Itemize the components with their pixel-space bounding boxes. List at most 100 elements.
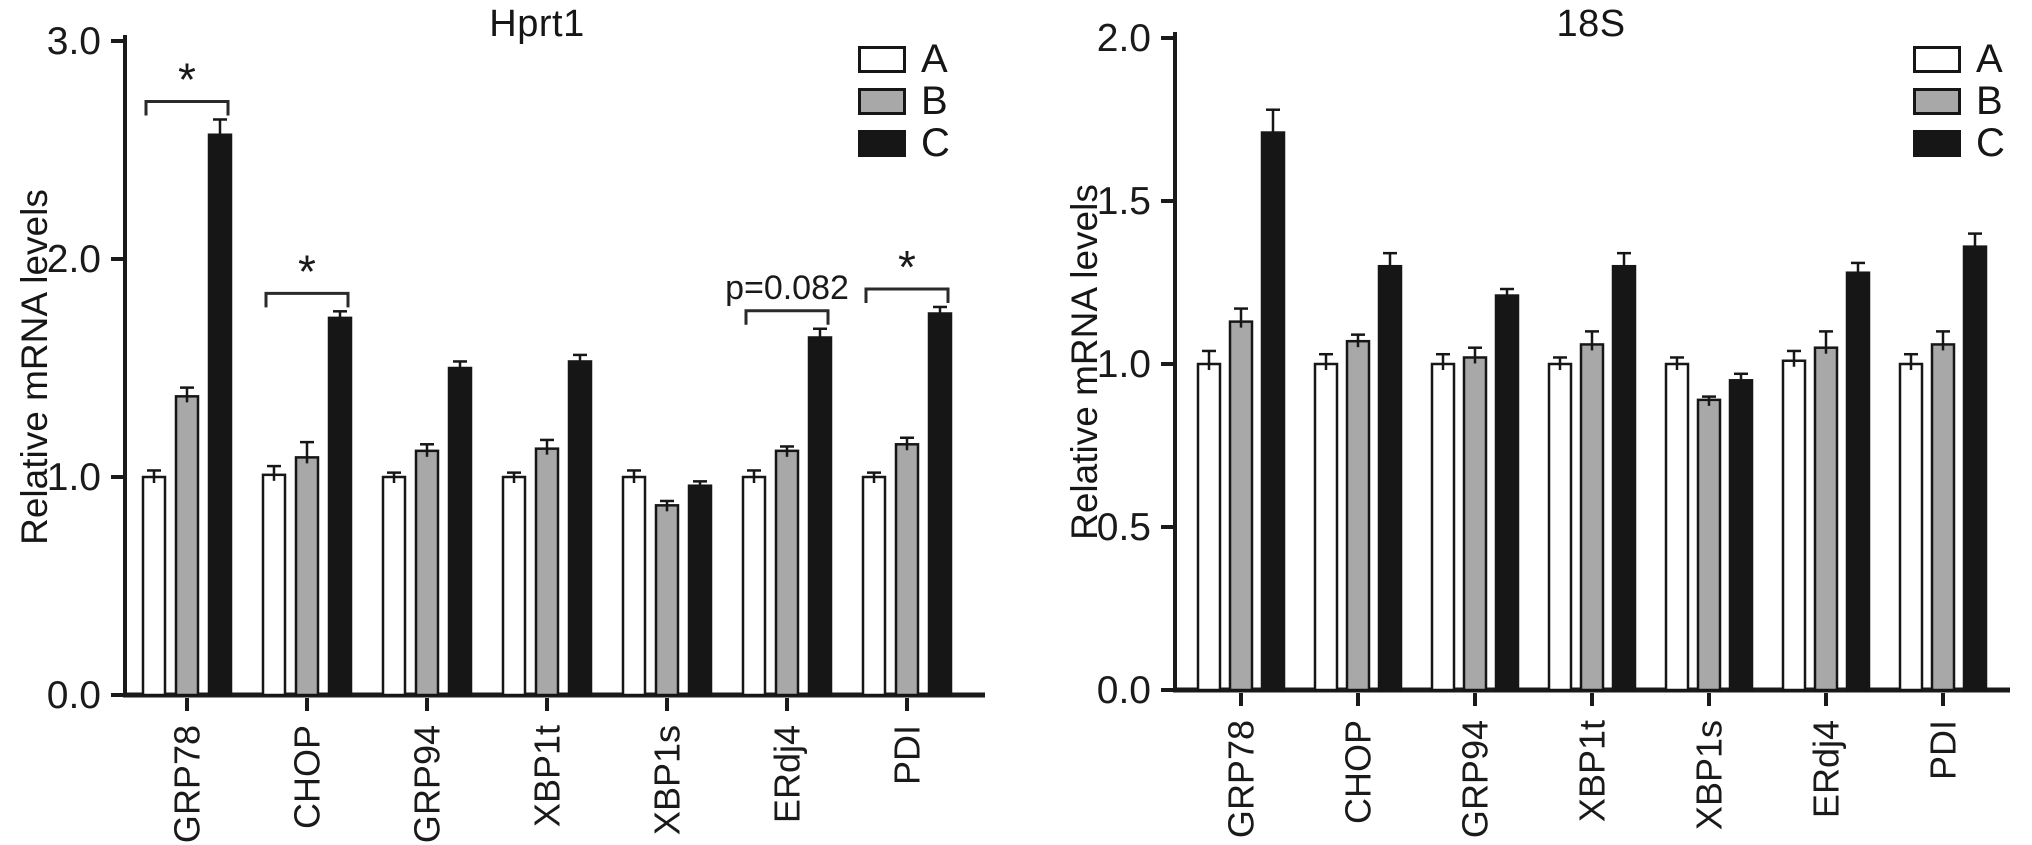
bar-XBP1t-B <box>534 447 560 697</box>
chart-title: Hprt1 <box>489 3 585 45</box>
x-category-label: XBP1s <box>1689 720 1730 830</box>
legend-label-a: A <box>921 37 948 81</box>
bar-ERdj4-C <box>807 336 833 697</box>
x-category-label: GRP94 <box>1455 720 1496 838</box>
significance-bracket <box>264 291 350 308</box>
bar-GRP94-B <box>1462 356 1488 692</box>
legend-swatch-b <box>1913 87 1961 115</box>
bar-XBP1s-B <box>654 504 680 697</box>
significance-label: p=0.082 <box>725 269 849 307</box>
bar-GRP94-A <box>1430 362 1456 692</box>
y-tick-label: 0.0 <box>47 674 101 717</box>
bar-GRP78-C <box>207 133 233 697</box>
bar-GRP78-A <box>1196 362 1222 692</box>
x-category-label: ERdj4 <box>767 725 808 823</box>
bar-XBP1s-A <box>621 475 647 697</box>
bar-PDI-C <box>1962 245 1988 692</box>
x-category-label: CHOP <box>1338 720 1379 824</box>
y-tick-label: 2.0 <box>1097 17 1151 60</box>
bar-CHOP-A <box>1313 362 1339 692</box>
plot-area-18s: 0.0 0.5 1.0 1.5 2.0 GRP78 CHOP GRP94 XBP1t XBP1s E… <box>1097 17 2010 838</box>
y-tick-label: 0.0 <box>1097 669 1151 712</box>
significance-label: * <box>298 245 316 297</box>
bar-XBP1t-C <box>1611 264 1637 692</box>
bar-GRP78-B <box>1228 320 1254 692</box>
x-category-label: ERdj4 <box>1806 720 1847 818</box>
bar-GRP78-A <box>141 475 167 697</box>
bar-XBP1s-C <box>687 484 713 697</box>
x-category-label: GRP94 <box>407 725 448 843</box>
y-axis-label: Relative mRNA levels <box>1064 184 1105 540</box>
significance-label: * <box>898 241 916 293</box>
significance-bracket <box>864 287 950 303</box>
x-category-label: XBP1t <box>527 725 568 827</box>
significance-bracket <box>744 309 830 325</box>
y-tick-label: 3.0 <box>47 20 101 63</box>
bar-XBP1t-A <box>501 475 527 697</box>
bar-XBP1s-C <box>1728 379 1754 692</box>
bar-CHOP-B <box>294 456 320 697</box>
bar-PDI-B <box>1930 343 1956 692</box>
bar-CHOP-B <box>1345 339 1371 692</box>
bar-XBP1s-B <box>1696 398 1722 692</box>
bar-PDI-A <box>861 475 887 697</box>
bar-PDI-B <box>894 443 920 697</box>
legend-swatch-c <box>1913 129 1961 157</box>
legend-item-a: A <box>1913 37 2005 81</box>
legend-label-a: A <box>1976 37 2003 81</box>
significance-bracket <box>144 99 230 116</box>
legend: A B C <box>858 37 950 171</box>
x-category-label: PDI <box>887 725 928 785</box>
bar-GRP94-C <box>1494 294 1520 692</box>
y-axis-label: Relative mRNA levels <box>14 189 55 545</box>
y-tick-label: 1.0 <box>47 456 101 499</box>
bar-PDI-A <box>1898 362 1924 692</box>
x-category-label: PDI <box>1923 720 1964 780</box>
y-tick-label: 1.5 <box>1097 180 1151 223</box>
legend-swatch-a <box>858 45 906 73</box>
legend-item-c: C <box>858 121 950 165</box>
legend-item-a: A <box>858 37 950 81</box>
bar-CHOP-C <box>1377 264 1403 692</box>
bar-CHOP-C <box>327 316 353 697</box>
bar-XBP1t-B <box>1579 343 1605 692</box>
chart-18s: 0.0 0.5 1.0 1.5 2.0 GRP78 CHOP GRP94 XBP1t XBP1s E… <box>1016 0 2032 845</box>
chart-title: 18S <box>1556 3 1626 45</box>
bar-PDI-C <box>927 312 953 697</box>
bar-ERdj4-B <box>774 449 800 697</box>
x-category-label: GRP78 <box>167 725 208 843</box>
bar-ERdj4-B <box>1813 346 1839 692</box>
bar-GRP94-A <box>381 475 407 697</box>
bar-GRP78-B <box>174 395 200 697</box>
x-category-label: GRP78 <box>1221 720 1262 838</box>
significance-label: * <box>178 53 196 105</box>
legend-swatch-c <box>858 129 906 157</box>
legend-swatch-a <box>1913 45 1961 73</box>
bar-XBP1t-C <box>567 360 593 697</box>
x-category-label: XBP1t <box>1572 720 1613 822</box>
legend: A B C <box>1913 37 2005 171</box>
legend-label-b: B <box>921 79 948 123</box>
legend-swatch-b <box>858 87 906 115</box>
bar-XBP1s-A <box>1664 362 1690 692</box>
legend-label-b: B <box>1976 79 2003 123</box>
legend-item-b: B <box>858 79 950 123</box>
bar-XBP1t-A <box>1547 362 1573 692</box>
bar-ERdj4-C <box>1845 271 1871 692</box>
legend-item-b: B <box>1913 79 2005 123</box>
bar-ERdj4-A <box>1781 359 1807 692</box>
y-tick-label: 2.0 <box>47 238 101 281</box>
y-tick-label: 0.5 <box>1097 506 1151 549</box>
bar-GRP78-C <box>1260 131 1286 692</box>
x-category-label: XBP1s <box>647 725 688 835</box>
legend-label-c: C <box>1976 121 2005 165</box>
bar-ERdj4-A <box>741 475 767 697</box>
chart-hprt1: 0.0 1.0 2.0 3.0 GRP78 CHOP GRP94 XBP1t XBP1s ERdj… <box>14 3 985 843</box>
legend-label-c: C <box>921 121 950 165</box>
plot-area-hprt1: 0.0 1.0 2.0 3.0 GRP78 CHOP GRP94 XBP1t XBP1s ERdj… <box>47 20 985 843</box>
x-category-label: CHOP <box>287 725 328 829</box>
y-tick-label: 1.0 <box>1097 343 1151 386</box>
bar-CHOP-A <box>261 473 287 697</box>
legend-item-c: C <box>1913 121 2005 165</box>
